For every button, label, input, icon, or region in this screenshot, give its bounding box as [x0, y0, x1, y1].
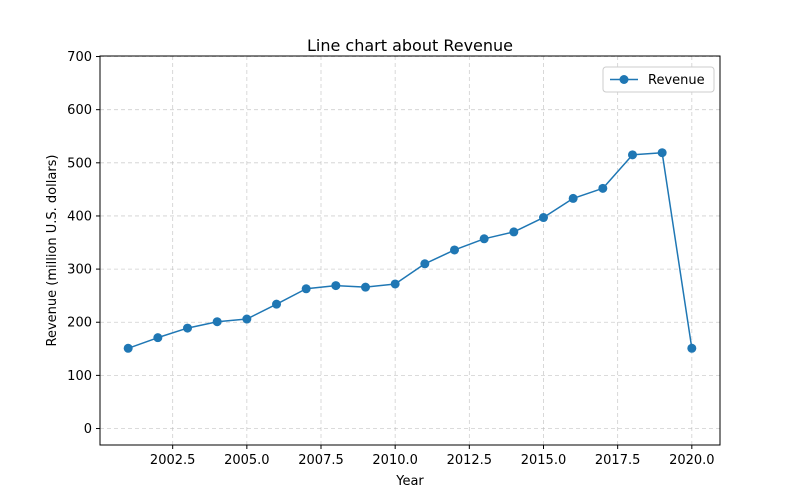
x-axis: 2002.5 2005.0 2007.5 2010.0 2012.5 2015.0 2017…: [150, 445, 715, 468]
data-point: [123, 343, 133, 353]
legend: Revenue: [602, 66, 715, 93]
x-tick-label: 2017.5: [595, 453, 641, 468]
data-point: [449, 245, 459, 255]
y-tick-label: 400: [67, 209, 92, 224]
x-tick-label: 2002.5: [150, 453, 196, 468]
y-axis: 0 100 200 300 400 500 600 700: [67, 50, 100, 437]
x-tick-label: 2005.0: [224, 453, 270, 468]
chart-title: Line chart about Revenue: [307, 36, 513, 55]
y-tick-label: 700: [67, 50, 92, 65]
y-tick-label: 500: [67, 156, 92, 171]
plot-area: [99, 55, 721, 446]
x-tick-label: 2010.0: [372, 453, 418, 468]
data-point: [242, 314, 252, 324]
data-point: [212, 317, 222, 327]
data-point: [598, 183, 608, 193]
data-point: [301, 284, 311, 294]
x-tick-label: 2020.0: [669, 453, 715, 468]
data-point: [479, 234, 489, 244]
series-group: [123, 148, 697, 353]
x-tick-label: 2015.0: [521, 453, 567, 468]
data-point: [657, 148, 667, 158]
data-point: [687, 343, 697, 353]
x-tick-label: 2007.5: [298, 453, 344, 468]
grid: [100, 56, 720, 445]
data-point: [420, 259, 430, 269]
data-point: [361, 282, 371, 292]
data-point: [183, 323, 193, 333]
series-line-0: [127, 151, 693, 349]
y-tick-label: 0: [84, 422, 92, 437]
legend-label: Revenue: [648, 73, 705, 88]
y-tick-label: 200: [67, 316, 92, 331]
data-point: [153, 333, 163, 343]
x-axis-title: Year: [395, 474, 424, 489]
y-tick-label: 600: [67, 103, 92, 118]
legend-marker-swatch: [619, 75, 629, 84]
x-tick-label: 2012.5: [447, 453, 493, 468]
y-axis-title: Revenue (million U.S. dollars): [45, 154, 60, 346]
data-point: [538, 213, 548, 223]
data-point: [568, 193, 578, 203]
data-point: [272, 299, 282, 309]
y-tick-label: 100: [67, 369, 92, 384]
legend-box: [602, 66, 715, 93]
y-tick-label: 300: [67, 263, 92, 278]
data-point: [509, 227, 519, 237]
data-point: [627, 150, 637, 160]
data-point: [390, 279, 400, 289]
data-point: [331, 281, 341, 291]
